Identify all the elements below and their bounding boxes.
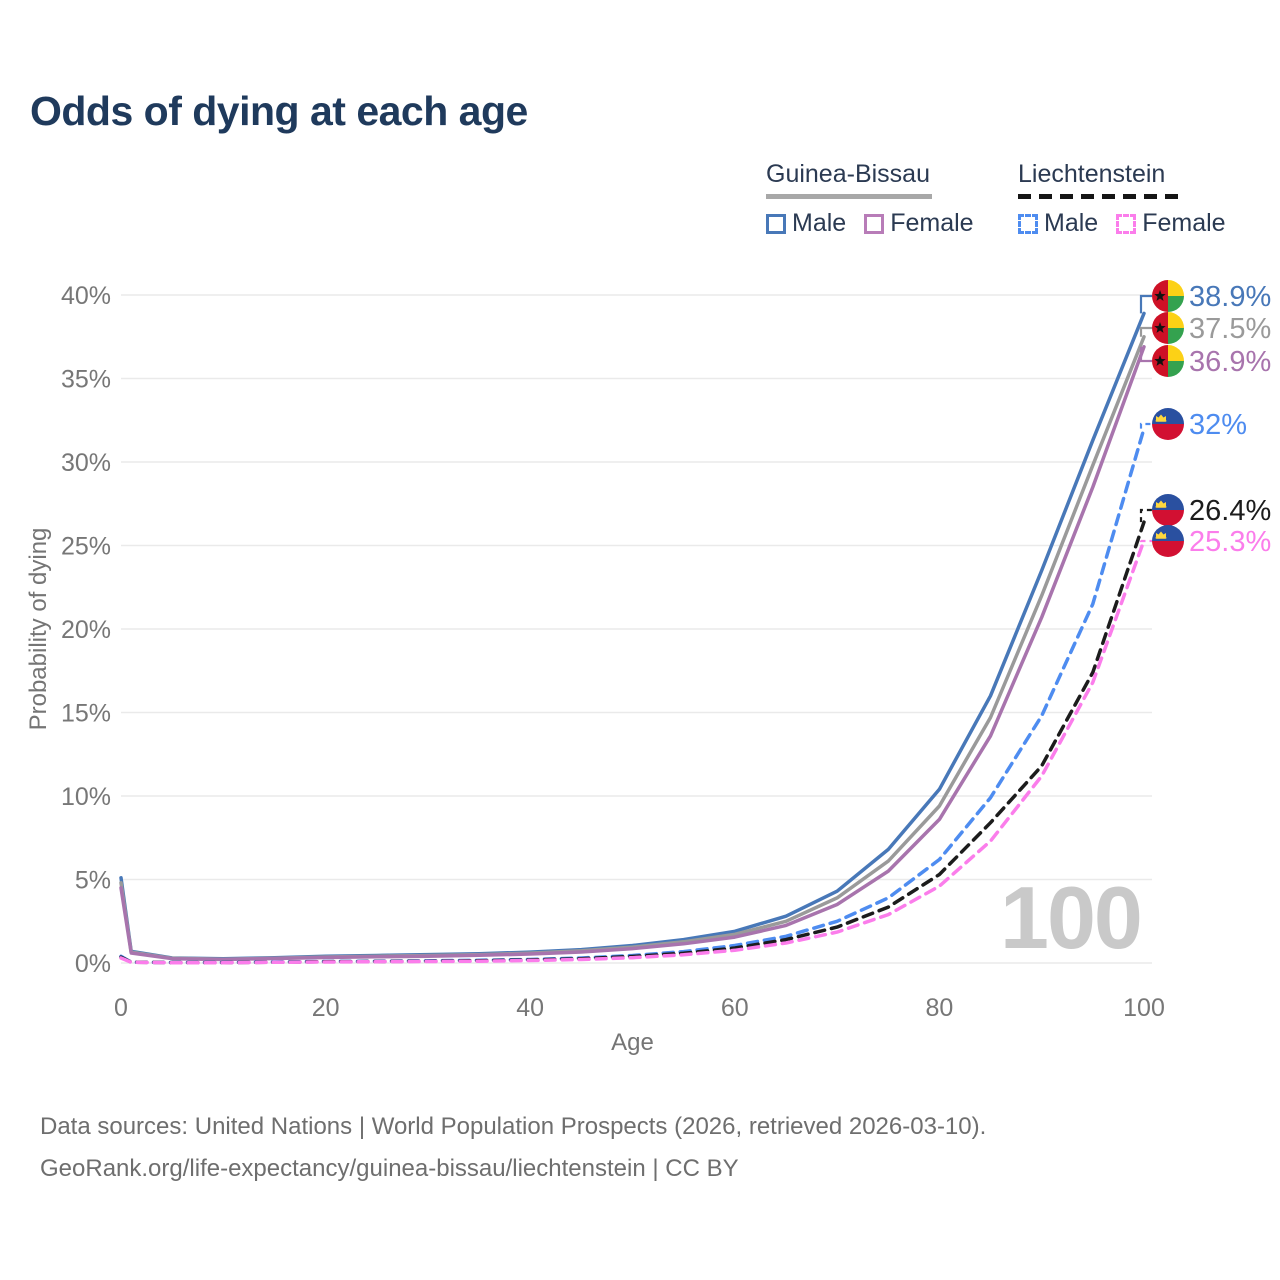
- legend-label-male: Male: [792, 209, 847, 237]
- footer-attribution: GeoRank.org/life-expectancy/guinea-bissa…: [40, 1155, 739, 1182]
- legend-underline-dashed-line-swatch: [1018, 194, 1178, 199]
- crown-icon: [1156, 531, 1166, 537]
- end-label-connector-guinea-bissau-female: [1139, 346, 1152, 363]
- y-tick-label-20: 20%: [61, 616, 111, 644]
- y-tick-label-25: 25%: [61, 533, 111, 561]
- legend-item-guinea-bissau-male: Male: [766, 209, 846, 238]
- y-tick-label-0: 0%: [75, 950, 111, 978]
- guinea-bissau-male-swatch-icon: [766, 213, 786, 234]
- legend-label-female: Female: [1142, 209, 1226, 237]
- liechtenstein-flag-icon: [1152, 494, 1184, 526]
- series-line-liechtenstein-both-sexes: [119, 520, 1146, 965]
- series-line-guinea-bissau-male: [119, 311, 1146, 961]
- guinea-bissau-flag-icon: [1152, 345, 1184, 377]
- legend-item-liechtenstein-female: Female: [1116, 209, 1226, 238]
- legend-underline-solid-line-swatch: [766, 194, 932, 199]
- end-value-label-guinea-bissau-male: 38.9%: [1189, 281, 1271, 313]
- liechtenstein-male-swatch-icon: [1018, 213, 1038, 234]
- liechtenstein-flag-icon: [1152, 525, 1184, 557]
- end-value-label-liechtenstein-both-sexes: 26.4%: [1189, 495, 1271, 527]
- y-tick-label-40: 40%: [61, 282, 111, 310]
- guinea-bissau-female-swatch-icon: [864, 213, 885, 234]
- end-value-label-liechtenstein-male: 32%: [1189, 409, 1247, 441]
- liechtenstein-female-swatch-icon: [1116, 213, 1137, 234]
- guinea-bissau-flag-icon: [1152, 280, 1184, 312]
- x-tick-label-40: 40: [516, 994, 544, 1022]
- x-tick-label-80: 80: [925, 994, 953, 1022]
- star-icon: [1154, 355, 1166, 366]
- legend: Guinea-Bissau Male Female Liechtenstein …: [0, 160, 1280, 250]
- x-tick-label-100: 100: [1123, 994, 1165, 1022]
- x-tick-label-60: 60: [721, 994, 749, 1022]
- footer-data-sources: Data sources: United Nations | World Pop…: [40, 1113, 987, 1140]
- end-label-connector-liechtenstein-female: [1139, 539, 1152, 543]
- end-label-connector-guinea-bissau-male: [1139, 294, 1152, 314]
- end-label-connector-liechtenstein-both-sexes: [1139, 508, 1152, 523]
- x-tick-label-0: 0: [114, 994, 128, 1022]
- series-line-guinea-bissau-female: [119, 345, 1146, 962]
- x-tick-label-20: 20: [312, 994, 340, 1022]
- series-line-liechtenstein-female: [119, 538, 1146, 965]
- crown-icon: [1156, 414, 1166, 420]
- star-icon: [1154, 290, 1166, 301]
- y-tick-label-5: 5%: [75, 867, 111, 895]
- legend-label-male: Male: [1044, 209, 1099, 237]
- y-axis-title: Probability of dying: [25, 528, 52, 731]
- legend-item-liechtenstein-male: Male: [1018, 209, 1098, 238]
- star-icon: [1154, 322, 1166, 333]
- end-value-label-liechtenstein-female: 25.3%: [1189, 526, 1271, 558]
- legend-item-guinea-bissau-female: Female: [864, 209, 974, 238]
- legend-label-female: Female: [890, 209, 974, 237]
- series-line-guinea-bissau-both-sexes: [119, 335, 1146, 961]
- end-value-label-guinea-bissau-both-sexes: 37.5%: [1189, 313, 1271, 345]
- y-tick-label-15: 15%: [61, 700, 111, 728]
- watermark-age-100: 100: [1000, 868, 1141, 967]
- x-axis-title: Age: [611, 1029, 654, 1056]
- legend-header-liechtenstein: Liechtenstein: [1018, 160, 1166, 188]
- end-value-label-guinea-bissau-female: 36.9%: [1189, 346, 1271, 378]
- legend-group-liechtenstein: Liechtenstein Male Female: [1018, 160, 1226, 238]
- crown-icon: [1156, 500, 1166, 506]
- end-label-connector-liechtenstein-male: [1139, 422, 1152, 429]
- guinea-bissau-flag-icon: [1152, 312, 1184, 344]
- y-tick-label-10: 10%: [61, 783, 111, 811]
- footer: Data sources: United Nations | World Pop…: [40, 1106, 986, 1190]
- y-tick-label-30: 30%: [61, 449, 111, 477]
- y-tick-label-35: 35%: [61, 366, 111, 394]
- legend-header-guinea-bissau: Guinea-Bissau: [766, 160, 930, 188]
- legend-group-guinea-bissau: Guinea-Bissau Male Female: [766, 160, 974, 238]
- chart-title: Odds of dying at each age: [30, 88, 528, 134]
- end-label-connector-guinea-bissau-both-sexes: [1139, 326, 1152, 337]
- liechtenstein-flag-icon: [1152, 408, 1184, 440]
